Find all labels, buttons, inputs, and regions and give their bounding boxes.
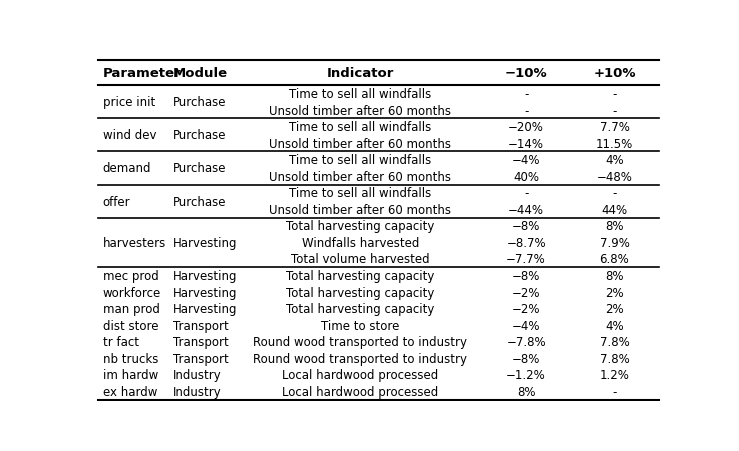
Text: mec prod: mec prod bbox=[103, 269, 158, 282]
Text: 44%: 44% bbox=[602, 203, 627, 216]
Text: −8.7%: −8.7% bbox=[506, 236, 546, 249]
Text: −20%: −20% bbox=[508, 121, 544, 134]
Text: Time to sell all windfalls: Time to sell all windfalls bbox=[290, 88, 432, 101]
Text: nb trucks: nb trucks bbox=[103, 352, 158, 365]
Text: Local hardwood processed: Local hardwood processed bbox=[282, 385, 439, 398]
Text: Total harvesting capacity: Total harvesting capacity bbox=[286, 302, 435, 315]
Text: -: - bbox=[524, 187, 528, 200]
Text: −4%: −4% bbox=[512, 154, 540, 167]
Text: −1.2%: −1.2% bbox=[506, 368, 546, 382]
Text: −7.7%: −7.7% bbox=[506, 253, 546, 266]
Text: Harvesting: Harvesting bbox=[173, 302, 237, 315]
Text: Total harvesting capacity: Total harvesting capacity bbox=[286, 269, 435, 282]
Text: im hardw: im hardw bbox=[103, 368, 158, 382]
Text: 4%: 4% bbox=[605, 154, 624, 167]
Text: −2%: −2% bbox=[512, 302, 540, 315]
Text: ex hardw: ex hardw bbox=[103, 385, 157, 398]
Text: Purchase: Purchase bbox=[173, 129, 226, 142]
Text: wind dev: wind dev bbox=[103, 129, 156, 142]
Text: Unsold timber after 60 months: Unsold timber after 60 months bbox=[270, 104, 452, 117]
Text: Unsold timber after 60 months: Unsold timber after 60 months bbox=[270, 203, 452, 216]
Text: Total harvesting capacity: Total harvesting capacity bbox=[286, 286, 435, 299]
Text: −4%: −4% bbox=[512, 319, 540, 332]
Text: Harvesting: Harvesting bbox=[173, 269, 237, 282]
Text: Indicator: Indicator bbox=[327, 67, 394, 80]
Text: Time to sell all windfalls: Time to sell all windfalls bbox=[290, 154, 432, 167]
Text: −48%: −48% bbox=[596, 170, 633, 183]
Text: Purchase: Purchase bbox=[173, 195, 226, 208]
Text: man prod: man prod bbox=[103, 302, 160, 315]
Text: -: - bbox=[524, 88, 528, 101]
Text: −7.8%: −7.8% bbox=[506, 336, 546, 348]
Text: -: - bbox=[613, 385, 616, 398]
Text: 4%: 4% bbox=[605, 319, 624, 332]
Text: −8%: −8% bbox=[512, 352, 540, 365]
Text: Total harvesting capacity: Total harvesting capacity bbox=[286, 220, 435, 233]
Text: 6.8%: 6.8% bbox=[599, 253, 630, 266]
Text: −8%: −8% bbox=[512, 269, 540, 282]
Text: Time to store: Time to store bbox=[321, 319, 400, 332]
Text: Purchase: Purchase bbox=[173, 162, 226, 175]
Text: +10%: +10% bbox=[593, 67, 636, 80]
Text: price init: price init bbox=[103, 96, 155, 109]
Text: Round wood transported to industry: Round wood transported to industry bbox=[253, 336, 468, 348]
Text: -: - bbox=[524, 104, 528, 117]
Text: Total volume harvested: Total volume harvested bbox=[291, 253, 430, 266]
Text: 7.9%: 7.9% bbox=[599, 236, 630, 249]
Text: workforce: workforce bbox=[103, 286, 161, 299]
Text: Time to sell all windfalls: Time to sell all windfalls bbox=[290, 121, 432, 134]
Text: Unsold timber after 60 months: Unsold timber after 60 months bbox=[270, 138, 452, 150]
Text: Harvesting: Harvesting bbox=[173, 236, 237, 249]
Text: 40%: 40% bbox=[513, 170, 539, 183]
Text: −44%: −44% bbox=[508, 203, 544, 216]
Text: 2%: 2% bbox=[605, 286, 624, 299]
Text: demand: demand bbox=[103, 162, 151, 175]
Text: −14%: −14% bbox=[508, 138, 544, 150]
Text: -: - bbox=[613, 104, 616, 117]
Text: −10%: −10% bbox=[505, 67, 548, 80]
Text: 8%: 8% bbox=[605, 220, 624, 233]
Text: −8%: −8% bbox=[512, 220, 540, 233]
Text: Parameter: Parameter bbox=[103, 67, 181, 80]
Text: Purchase: Purchase bbox=[173, 96, 226, 109]
Text: Transport: Transport bbox=[173, 336, 228, 348]
Text: 8%: 8% bbox=[605, 269, 624, 282]
Text: Time to sell all windfalls: Time to sell all windfalls bbox=[290, 187, 432, 200]
Text: 7.8%: 7.8% bbox=[599, 336, 630, 348]
Text: offer: offer bbox=[103, 195, 130, 208]
Text: Industry: Industry bbox=[173, 368, 222, 382]
Text: 7.8%: 7.8% bbox=[599, 352, 630, 365]
Text: -: - bbox=[613, 187, 616, 200]
Text: 8%: 8% bbox=[517, 385, 535, 398]
Text: Transport: Transport bbox=[173, 352, 228, 365]
Text: 1.2%: 1.2% bbox=[599, 368, 630, 382]
Text: Unsold timber after 60 months: Unsold timber after 60 months bbox=[270, 170, 452, 183]
Text: −2%: −2% bbox=[512, 286, 540, 299]
Text: tr fact: tr fact bbox=[103, 336, 139, 348]
Text: Windfalls harvested: Windfalls harvested bbox=[302, 236, 419, 249]
Text: Transport: Transport bbox=[173, 319, 228, 332]
Text: Round wood transported to industry: Round wood transported to industry bbox=[253, 352, 468, 365]
Text: 7.7%: 7.7% bbox=[599, 121, 630, 134]
Text: -: - bbox=[613, 88, 616, 101]
Text: 2%: 2% bbox=[605, 302, 624, 315]
Text: dist store: dist store bbox=[103, 319, 158, 332]
Text: Module: Module bbox=[173, 67, 228, 80]
Text: Industry: Industry bbox=[173, 385, 222, 398]
Text: Harvesting: Harvesting bbox=[173, 286, 237, 299]
Text: Local hardwood processed: Local hardwood processed bbox=[282, 368, 439, 382]
Text: 11.5%: 11.5% bbox=[596, 138, 633, 150]
Text: harvesters: harvesters bbox=[103, 236, 166, 249]
